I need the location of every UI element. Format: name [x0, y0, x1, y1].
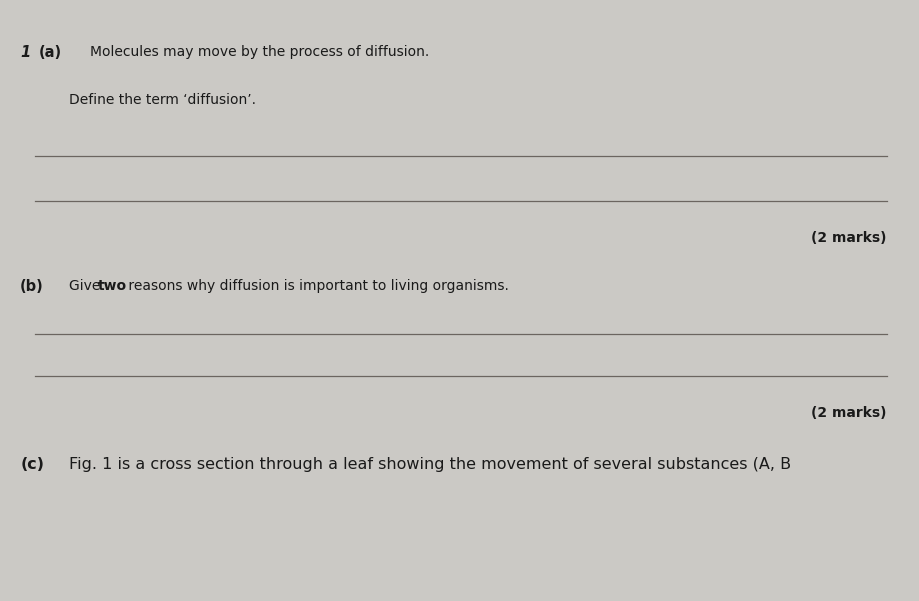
Text: (a): (a) — [39, 45, 62, 60]
Text: (2 marks): (2 marks) — [811, 231, 887, 245]
Text: reasons why diffusion is important to living organisms.: reasons why diffusion is important to li… — [124, 279, 509, 293]
Text: (b): (b) — [20, 279, 44, 294]
Text: 1: 1 — [20, 45, 30, 60]
Text: Molecules may move by the process of diffusion.: Molecules may move by the process of dif… — [90, 45, 429, 59]
Text: two: two — [98, 279, 128, 293]
Text: Define the term ‘diffusion’.: Define the term ‘diffusion’. — [69, 93, 255, 107]
Text: (c): (c) — [20, 457, 44, 472]
Text: (2 marks): (2 marks) — [811, 406, 887, 419]
Text: Give: Give — [69, 279, 105, 293]
Text: Fig. 1 is a cross section through a leaf showing the movement of several substan: Fig. 1 is a cross section through a leaf… — [69, 457, 791, 472]
